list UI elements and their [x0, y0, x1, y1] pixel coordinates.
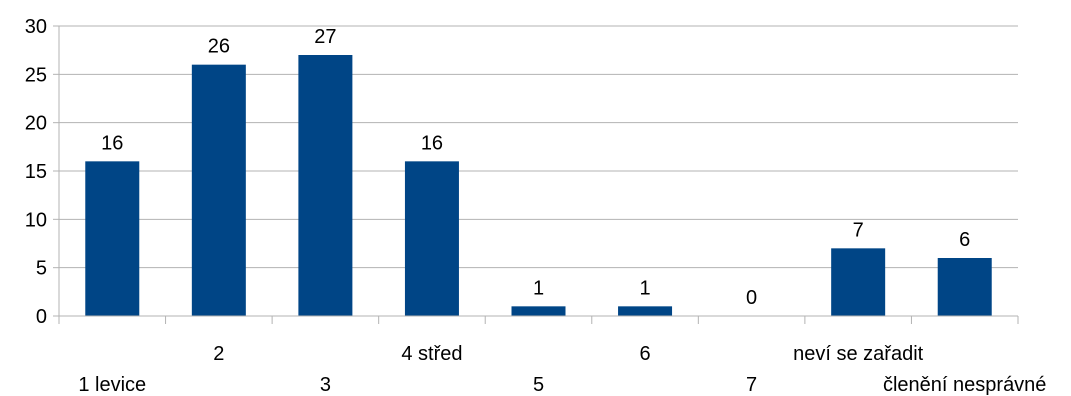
bar: [511, 306, 566, 316]
y-tick-label: 5: [36, 258, 47, 280]
bar: [404, 161, 459, 316]
data-label: 26: [208, 36, 230, 58]
data-label: 0: [746, 287, 757, 309]
x-category-label: 2: [213, 343, 224, 365]
data-labels: 16 26 27 16 1 1 0 7 6: [101, 26, 970, 309]
data-label: 1: [639, 277, 650, 299]
data-label: 27: [314, 26, 336, 48]
data-label: 7: [853, 219, 864, 241]
data-label: 6: [959, 229, 970, 251]
bars: [85, 55, 992, 317]
y-tick-label: 10: [25, 209, 47, 231]
x-category-label: 5: [533, 374, 544, 396]
x-category-label: členění nesprávné: [883, 374, 1046, 396]
bar: [191, 64, 246, 317]
x-category-label: 1 levice: [78, 374, 146, 396]
bar: [618, 306, 673, 316]
bar: [831, 248, 886, 316]
data-label: 1: [533, 277, 544, 299]
x-category-label: 7: [746, 374, 757, 396]
x-category-label: 4 střed: [401, 343, 462, 365]
data-label: 16: [421, 132, 443, 154]
data-label: 16: [101, 132, 123, 154]
y-tick-label: 25: [25, 64, 47, 86]
x-category-label: 3: [320, 374, 331, 396]
y-tick-label: 15: [25, 161, 47, 183]
y-tick-label: 30: [25, 16, 47, 38]
bar: [937, 258, 992, 316]
y-tick-label: 20: [25, 113, 47, 135]
category-labels: 1 levice 2 3 4 střed 5 6 7 neví se zařadit členě…: [78, 343, 1046, 396]
bar: [298, 55, 353, 316]
bar: [85, 161, 140, 316]
y-axis-ticks: 0 5 10 15 20 25 30: [25, 16, 59, 328]
x-axis: [58, 26, 1019, 324]
x-category-label: neví se zařadit: [793, 343, 924, 365]
y-tick-label: 0: [36, 306, 47, 328]
x-category-label: 6: [639, 343, 650, 365]
